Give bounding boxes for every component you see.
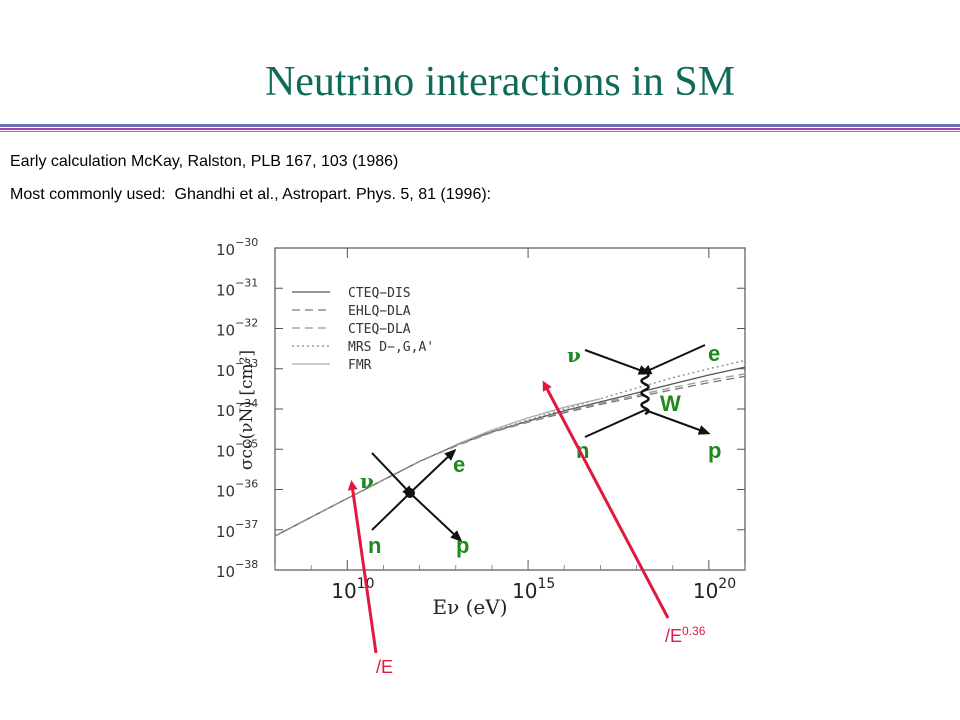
- series-line-fmr: [455, 398, 601, 446]
- y-tick-label: 10−34: [216, 397, 258, 420]
- y-tick-label: 10−33: [216, 357, 258, 380]
- page-title: Neutrino interactions in SM: [264, 59, 736, 105]
- chart-legend: CTEQ−DIS EHLQ−DLA CTEQ−DLA MRS D−,G,A' FMR: [292, 286, 434, 373]
- contact-nu-label: ν: [360, 469, 374, 493]
- text-line-2: Most commonly used: Ghandhi et al., Astr…: [10, 186, 492, 203]
- title-rule-teal: [0, 131, 960, 132]
- high-energy-arrow: [542, 380, 670, 619]
- chart-curves: [274, 359, 746, 537]
- series-line-mrs-d-g-a-: [274, 359, 746, 537]
- w-exchange-diagram: ν e W n p: [567, 341, 721, 463]
- contact-p-label: p: [456, 533, 469, 558]
- y-tick-label: 10−37: [216, 518, 258, 541]
- title-rule-blue: [0, 124, 960, 127]
- y-axis-label: σcc(νN) [cm²]: [237, 350, 257, 470]
- w-boson-propagator: [640, 370, 650, 416]
- contact-diagram: ν e n p: [360, 448, 469, 558]
- y-tick-label: 10−36: [216, 478, 258, 501]
- exchange-nu-label: ν: [567, 343, 581, 367]
- y-tick-label: 10−31: [216, 276, 258, 299]
- contact-e-label: e: [453, 452, 465, 477]
- x-tick-label: 1020: [693, 576, 736, 603]
- exchange-n-label: n: [576, 438, 589, 463]
- contact-n-label: n: [368, 533, 381, 558]
- text-line-1: Early calculation McKay, Ralston, PLB 16…: [10, 153, 399, 170]
- x-tick-label: 1015: [512, 576, 555, 603]
- contact-vertex: [405, 488, 415, 498]
- x-axis-label: Eν (eV): [433, 595, 508, 619]
- y-tick-label: 10−35: [216, 437, 258, 460]
- legend-label: MRS D−,G,A': [348, 340, 434, 355]
- exchange-w-label: W: [660, 391, 681, 416]
- exchange-p-label: p: [708, 438, 721, 463]
- y-tick-label: 10−32: [216, 317, 258, 340]
- legend-label: EHLQ−DLA: [348, 304, 411, 319]
- legend-label: CTEQ−DLA: [348, 322, 411, 337]
- y-tick-label: 10−30: [216, 236, 258, 259]
- x-tick-labels: 101010151020: [331, 576, 736, 603]
- title-rule-purple: [0, 128, 960, 130]
- exchange-e-label: e: [708, 341, 720, 366]
- high-energy-scaling: /E0.36: [665, 624, 706, 646]
- legend-label: FMR: [348, 358, 372, 373]
- legend-label: CTEQ−DIS: [348, 286, 411, 301]
- low-energy-arrow: [347, 480, 378, 654]
- axis-ticks: [274, 247, 746, 571]
- y-tick-labels: 10−30 10−31 10−32 10−33 10−34 10−35 10−36 10−37…: [216, 236, 258, 581]
- series-line-cteq-dla: [274, 373, 746, 537]
- y-tick-label: 10−38: [216, 558, 258, 581]
- low-energy-scaling: /E: [376, 657, 393, 677]
